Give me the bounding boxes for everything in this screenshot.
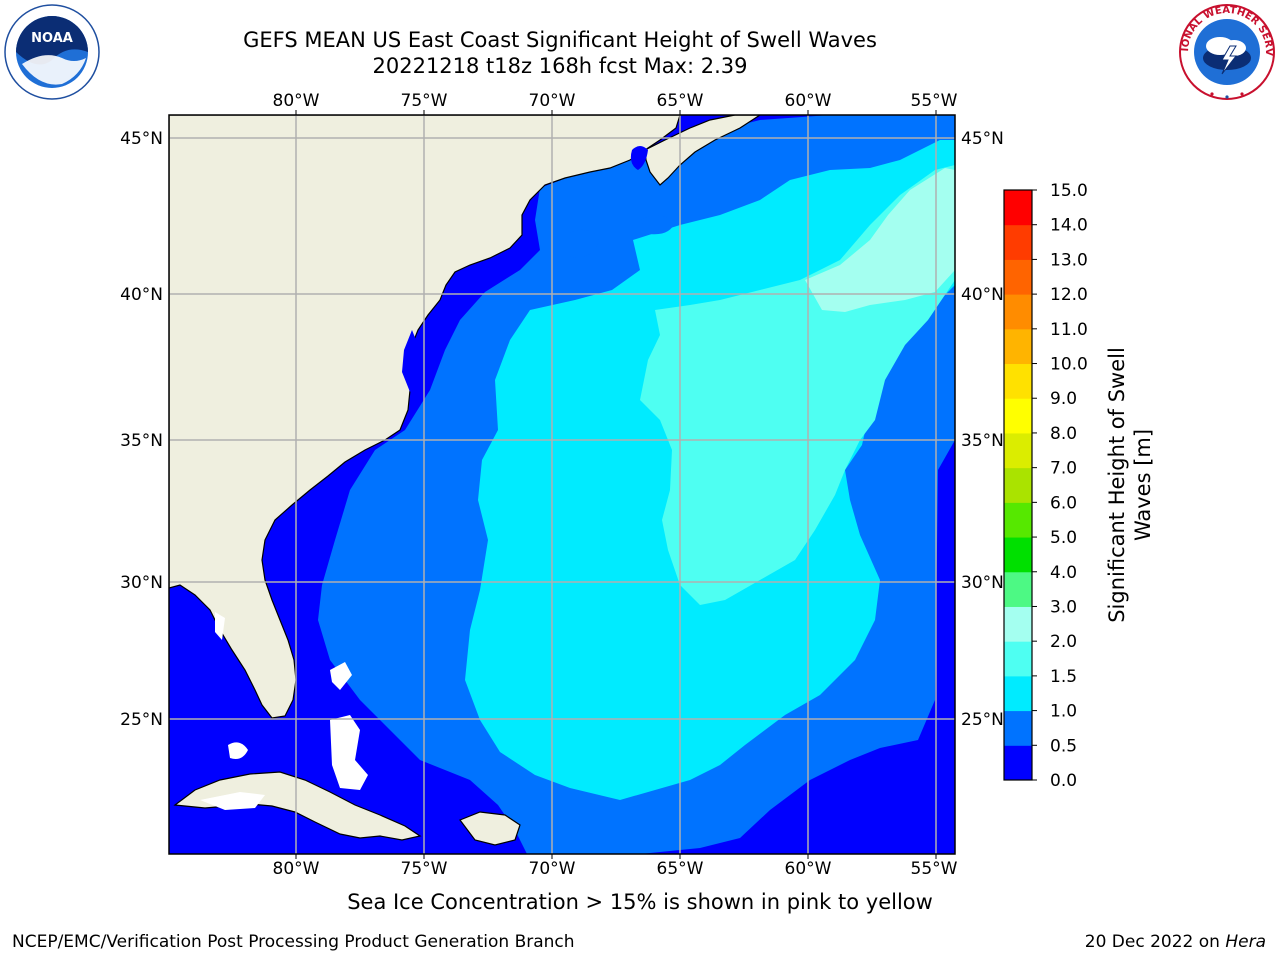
colorbar-tick-label: 1.0 [1050,702,1077,722]
footer-machine: Hera [1225,932,1266,952]
colorbar-tick-label: 8.0 [1050,424,1077,444]
lon-tick-label-bottom: 60°W [785,859,832,879]
lat-tick-label-left: 35°N [120,431,163,451]
lat-tick-label-right: 25°N [961,710,1004,730]
colorbar-tick-label: 12.0 [1050,285,1088,305]
colorbar-title-line2: Waves [m] [1131,429,1155,541]
svg-text:NOAA: NOAA [31,31,73,46]
colorbar-tick-label: 5.0 [1050,528,1077,548]
footer-date: 20 Dec 2022 on Hera [1085,932,1266,952]
nws-logo: NATIONAL WEATHER SERVICE [1172,0,1278,106]
lat-tick-label-right: 30°N [961,573,1004,593]
lon-tick-label-top: 80°W [273,91,320,111]
cuba-north-bank [200,792,265,810]
bahamas-bank [330,662,352,690]
florida-keys-bank [228,742,248,759]
colorbar-segment [1004,502,1032,538]
lon-tick-label-top: 60°W [785,91,832,111]
lat-tick-label-left: 40°N [120,285,163,305]
colorbar-tick-label: 2.0 [1050,632,1077,652]
colorbar-tick-label: 10.0 [1050,355,1088,375]
lat-tick-label-left: 45°N [120,129,163,149]
colorbar-segment [1004,224,1032,260]
colorbar-tick-label: 1.5 [1050,667,1077,687]
colorbar: 0.0 0.5 1.0 1.5 2.0 3.0 4.0 5.0 6.0 7.0 8.0 9.0 10.0… [1003,181,1088,791]
colorbar-segment [1004,745,1032,781]
tick-marks [295,110,937,859]
colorbar-segment [1004,190,1032,226]
lon-tick-label-top: 70°W [529,91,576,111]
colorbar-tick-label: 0.0 [1050,771,1077,791]
florida-bank [215,612,225,640]
colorbar-tick-label: 0.5 [1050,736,1077,756]
colorbar-segment [1004,259,1032,295]
colorbar-segment [1004,710,1032,746]
land-cuba [173,771,422,841]
lat-tick-label-left: 30°N [120,573,163,593]
colorbar-tick-label: 9.0 [1050,389,1077,409]
lon-tick-label-bottom: 75°W [401,859,448,879]
chesapeake-bay [402,330,418,392]
colorbar-tick-label: 15.0 [1050,181,1088,201]
lon-tick-label-top: 55°W [911,91,958,111]
lat-tick-label-right: 35°N [961,431,1004,451]
swell-band-2.0-3.0 [805,168,955,312]
lon-tick-label-bottom: 65°W [657,859,704,879]
lat-tick-label-left: 25°N [120,710,163,730]
gulf-of-maine-water [630,146,648,170]
colorbar-segment [1004,363,1032,399]
lon-tick-label-bottom: 70°W [529,859,576,879]
colorbar-segment [1004,606,1032,642]
map-frame [169,115,955,854]
lat-tick-label-right: 45°N [961,129,1004,149]
map-title: GEFS MEAN US East Coast Significant Heig… [243,28,877,52]
map-subtitle: 20221218 t18z 168h fcst Max: 2.39 [372,54,748,78]
footer-date-text: 20 Dec 2022 on [1084,932,1226,952]
bahamas-bank [330,715,368,790]
land-nova-scotia [644,115,762,186]
colorbar-tick-label: 6.0 [1050,493,1077,513]
noaa-logo: NOAA [2,2,102,106]
colorbar-tick-label: 7.0 [1050,459,1077,479]
colorbar-tick-label: 4.0 [1050,563,1077,583]
lon-tick-label-top: 75°W [401,91,448,111]
colorbar-segment [1004,467,1032,503]
colorbar-segment [1004,641,1032,677]
colorbar-title-line1: Significant Height of Swell [1105,347,1129,623]
colorbar-segment [1004,675,1032,712]
colorbar-tick-label: 3.0 [1050,597,1077,617]
lon-tick-label-top: 65°W [657,91,704,111]
sea-ice-note: Sea Ice Concentration > 15% is shown in … [347,890,933,914]
colorbar-segment [1004,294,1032,330]
lat-tick-label-right: 40°N [961,285,1004,305]
colorbar-border [1003,189,1033,781]
colorbar-tick-label: 14.0 [1050,216,1088,236]
colorbar-tick-label: 11.0 [1050,320,1088,340]
lon-tick-label-bottom: 80°W [273,859,320,879]
map-border [168,114,956,855]
lon-tick-label-bottom: 55°W [911,859,958,879]
swell-band-0.5-1.0 [640,215,675,235]
colorbar-tick-label: 13.0 [1050,250,1088,270]
land-hispaniola [459,811,521,846]
colorbar-segment [1004,432,1032,469]
colorbar-segment [1004,537,1032,573]
colorbar-segment [1004,328,1032,365]
graticule [169,115,955,854]
colorbar-title: Significant Height of Swell Waves [m] [1105,347,1155,623]
footer-credit: NCEP/EMC/Verification Post Processing Pr… [12,932,575,952]
colorbar-segment [1004,398,1032,434]
colorbar-segment [1004,571,1032,607]
swell-band-0.5-1.0 [559,229,599,258]
